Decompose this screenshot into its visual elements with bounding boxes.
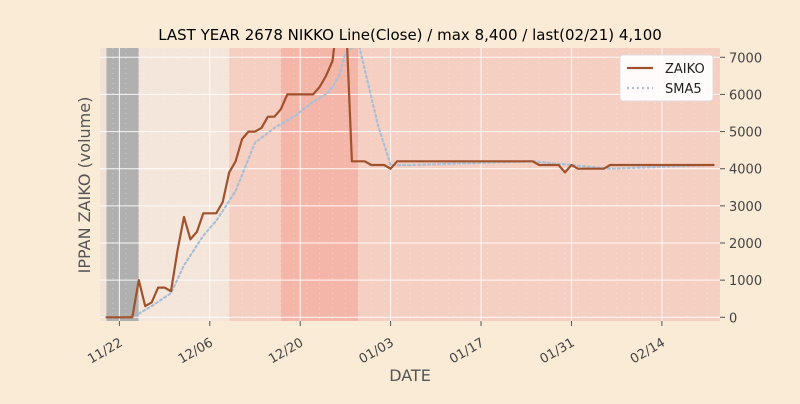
y-tick-label: 6000: [729, 88, 762, 103]
legend-label: SMA5: [665, 82, 702, 97]
x-tick-label: 12/06: [176, 335, 216, 367]
background-band: [138, 48, 184, 321]
y-tick-label: 4000: [729, 163, 762, 178]
grid-lines: [99, 48, 721, 321]
background-band: [183, 48, 230, 321]
legend: ZAIKO SMA5: [619, 54, 714, 102]
y-tick-label: 0: [729, 311, 737, 326]
y-tick-label: 3000: [729, 200, 762, 215]
background-band: [106, 48, 139, 321]
y-tick-label: 5000: [729, 126, 762, 141]
x-axis-label: DATE: [389, 366, 431, 385]
series-line-zaiko: [105, 48, 715, 319]
y-tick-label: 7000: [729, 51, 762, 66]
chart-title: LAST YEAR 2678 NIKKO Line(Close) / max 8…: [158, 26, 662, 44]
x-tick-label: 01/03: [357, 335, 397, 367]
series-layer: [105, 48, 715, 319]
x-tick-label: 12/20: [266, 335, 306, 367]
y-axis-label: IPPAN ZAIKO (volume): [75, 97, 94, 274]
series-line-sma5: [137, 48, 715, 315]
y-tick-label: 2000: [729, 237, 762, 252]
y-tick-label: 1000: [729, 274, 762, 289]
x-tick-label: 01/17: [447, 335, 487, 367]
x-tick-label: 02/14: [628, 335, 668, 367]
x-tick-label: 01/31: [538, 335, 578, 367]
legend-box: [619, 54, 714, 102]
x-tick-label: 11/22: [85, 335, 125, 367]
legend-label: ZAIKO: [665, 62, 705, 77]
